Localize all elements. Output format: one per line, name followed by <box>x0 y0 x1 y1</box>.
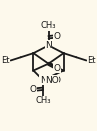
Text: O: O <box>30 85 37 94</box>
Text: Et: Et <box>1 56 10 65</box>
Text: CH₃: CH₃ <box>41 21 56 30</box>
Text: O: O <box>54 64 61 73</box>
Text: N: N <box>45 41 52 50</box>
Text: O: O <box>54 32 61 41</box>
Text: Et: Et <box>87 56 96 65</box>
Text: O: O <box>54 76 61 85</box>
Text: NO: NO <box>45 76 59 85</box>
Text: CH₃: CH₃ <box>35 96 51 105</box>
Text: N: N <box>40 76 46 85</box>
